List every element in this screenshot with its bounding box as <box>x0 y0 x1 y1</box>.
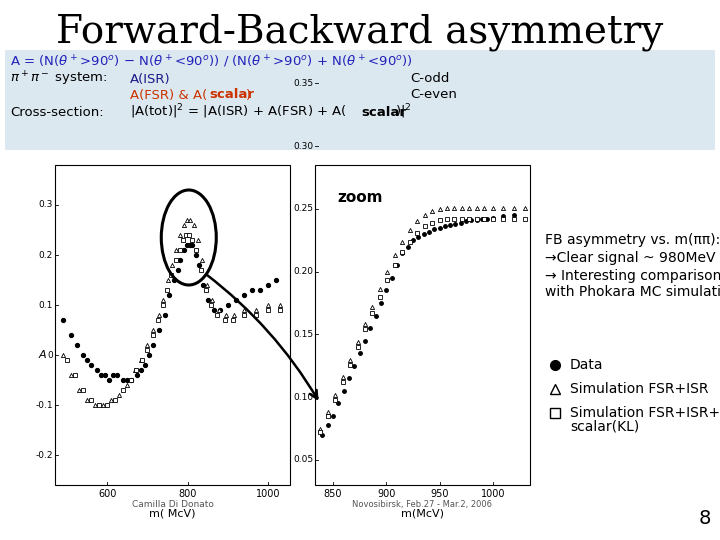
Text: →Clear signal ~ 980MeV: →Clear signal ~ 980MeV <box>545 251 716 265</box>
Text: Simulation FSR+ISR: Simulation FSR+ISR <box>570 382 708 396</box>
Text: 0.15: 0.15 <box>293 330 313 339</box>
Text: FB asymmetry vs. m(ππ):: FB asymmetry vs. m(ππ): <box>545 233 720 247</box>
Text: scalar: scalar <box>209 89 254 102</box>
Text: Cross-section:: Cross-section: <box>10 105 104 118</box>
FancyBboxPatch shape <box>5 50 715 150</box>
Text: A = (N($\theta^+$>90$^o$) $-$ N($\theta^+$<90$^o$)) / (N($\theta^+$>90$^o$) + N(: A = (N($\theta^+$>90$^o$) $-$ N($\theta^… <box>10 54 413 70</box>
Text: 0.1: 0.1 <box>39 300 53 309</box>
Text: 0.30: 0.30 <box>293 141 313 151</box>
Text: 1000: 1000 <box>480 489 505 499</box>
Text: Simulation FSR+ISR+: Simulation FSR+ISR+ <box>570 406 720 420</box>
Text: ): ) <box>246 89 251 102</box>
Text: → Interesting comparison: → Interesting comparison <box>545 269 720 283</box>
Text: Forward-Backward asymmetry: Forward-Backward asymmetry <box>56 14 664 51</box>
Text: Camilla Di Donato: Camilla Di Donato <box>132 500 213 509</box>
Text: 0.05: 0.05 <box>293 455 313 464</box>
Text: 0.3: 0.3 <box>39 200 53 210</box>
Bar <box>55 165 290 485</box>
Text: zoom: zoom <box>337 190 382 205</box>
Text: 0.2: 0.2 <box>39 251 53 260</box>
Text: scalar: scalar <box>361 105 406 118</box>
Bar <box>315 165 530 485</box>
Text: with Phokara MC simulation: with Phokara MC simulation <box>545 285 720 299</box>
Text: Data: Data <box>570 358 603 372</box>
Text: C-odd: C-odd <box>410 72 449 85</box>
Text: 0.10: 0.10 <box>293 393 313 402</box>
Text: 950: 950 <box>431 489 449 499</box>
Text: m(McV): m(McV) <box>401 509 444 519</box>
Text: 0.35: 0.35 <box>293 79 313 88</box>
Text: C-even: C-even <box>410 89 457 102</box>
Text: )|$^2$: )|$^2$ <box>395 103 412 122</box>
Text: |A(tot)|$^2$ = |A(ISR) + A(FSR) + A(: |A(tot)|$^2$ = |A(ISR) + A(FSR) + A( <box>130 103 347 122</box>
Text: -0.1: -0.1 <box>35 401 53 409</box>
Text: Novosibirsk, Feb.27 - Mar.2, 2006: Novosibirsk, Feb.27 - Mar.2, 2006 <box>353 500 492 509</box>
Text: A: A <box>38 350 46 360</box>
Text: 0.25: 0.25 <box>293 205 313 213</box>
Text: $\pi^+\pi^-$ system:: $\pi^+\pi^-$ system: <box>10 70 107 88</box>
Text: A(ISR): A(ISR) <box>130 72 171 85</box>
Text: 600: 600 <box>98 489 117 499</box>
Text: 800: 800 <box>179 489 197 499</box>
Text: -0.2: -0.2 <box>35 450 53 460</box>
Text: m( McV): m( McV) <box>149 509 196 519</box>
Text: 0.20: 0.20 <box>293 267 313 276</box>
Text: 8: 8 <box>699 509 711 528</box>
Text: 900: 900 <box>377 489 395 499</box>
Text: A(FSR) & A(: A(FSR) & A( <box>130 89 207 102</box>
FancyArrowPatch shape <box>206 274 318 399</box>
Text: 1000: 1000 <box>256 489 280 499</box>
Text: scalar(KL): scalar(KL) <box>570 420 639 434</box>
Text: 850: 850 <box>324 489 342 499</box>
Text: 0: 0 <box>48 350 53 360</box>
